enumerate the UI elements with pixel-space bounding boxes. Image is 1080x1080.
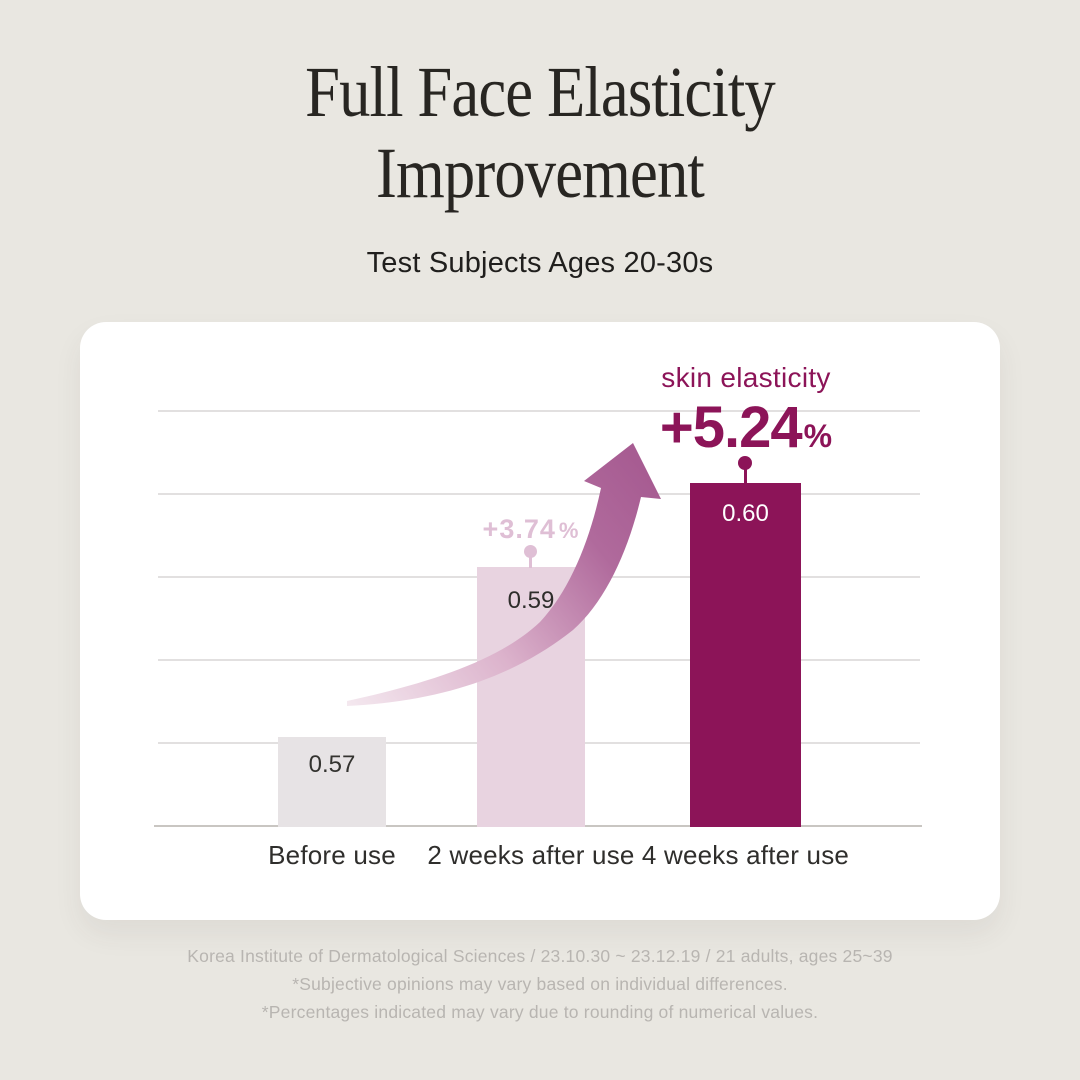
disclaimer-line-1: *Subjective opinions may vary based on i… — [292, 974, 788, 994]
chart-card: 0.57 0.59 0.60 +3.74% skin el — [80, 322, 1000, 920]
final-change-annotation: skin elasticity +5.24% — [560, 362, 932, 457]
page-subtitle: Test Subjects Ages 20-30s — [366, 247, 714, 279]
x-axis-label-4-weeks: 4 weeks after use — [641, 840, 850, 870]
percent-sign: % — [558, 518, 580, 543]
bar-4-weeks-highlight: 0.60 — [690, 483, 801, 827]
annotation-value: +5.24 — [659, 395, 803, 460]
study-source-line: Korea Institute of Dermatological Scienc… — [187, 946, 893, 966]
percent-sign: % — [803, 418, 833, 454]
gridline — [158, 410, 920, 412]
x-axis-label-before-use: Before use — [268, 840, 396, 870]
gridline — [158, 493, 920, 495]
pin-stem — [529, 555, 532, 568]
bar-value-label: 0.59 — [507, 587, 555, 614]
annotation-label: skin elasticity — [661, 362, 831, 393]
pin-stem — [744, 468, 747, 484]
pin-marker-icon — [524, 545, 537, 558]
bar-before-use: 0.57 — [278, 737, 386, 827]
disclaimer-line-2: *Percentages indicated may vary due to r… — [261, 1002, 819, 1022]
bar-2-weeks: 0.59 — [477, 567, 585, 827]
mid-change-value: +3.74 — [482, 514, 556, 544]
pin-marker-icon — [738, 456, 752, 470]
bar-value-label: 0.57 — [308, 751, 356, 778]
page-title: Full Face Elasticity Improvement — [70, 52, 1010, 214]
disclaimer-footer: Korea Institute of Dermatological Scienc… — [0, 942, 1080, 1026]
mid-change-label: +3.74% — [431, 514, 631, 545]
page-title-line1: Full Face Elasticity — [305, 52, 776, 132]
x-axis-label-2-weeks: 2 weeks after use — [427, 840, 635, 870]
page-title-line2: Improvement — [376, 133, 705, 213]
bar-value-label: 0.60 — [722, 500, 769, 527]
annotation-value-row: +5.24% — [560, 399, 932, 457]
